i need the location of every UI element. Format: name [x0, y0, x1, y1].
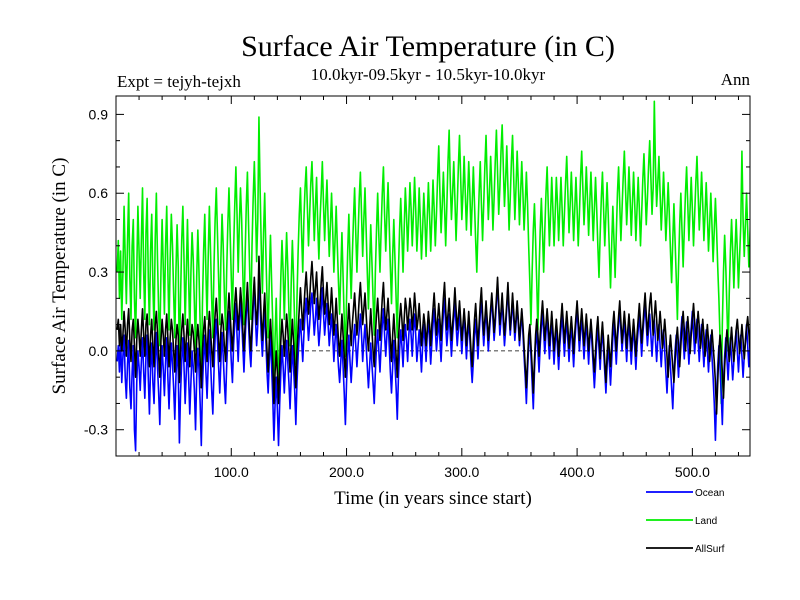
y-axis-label: Surface Air Temperature (in C) — [49, 158, 70, 395]
y-tick-label: 0.9 — [89, 106, 109, 122]
x-tick-label: 100.0 — [214, 464, 249, 480]
y-tick-label: 0.3 — [89, 264, 109, 280]
chart-title: Surface Air Temperature (in C) — [241, 30, 615, 63]
x-tick-label: 400.0 — [560, 464, 595, 480]
plot-frame — [115, 95, 751, 457]
season-label: Ann — [721, 70, 751, 89]
series-line-land — [116, 100, 750, 405]
y-tick-label: 0.6 — [89, 185, 109, 201]
legend-label-allsurf: AllSurf — [695, 544, 725, 555]
x-axis-label: Time (in years since start) — [334, 488, 532, 509]
legend-label-land: Land — [695, 516, 717, 527]
x-tick-label: 200.0 — [329, 464, 364, 480]
x-tick-label: 500.0 — [675, 464, 710, 480]
series-line-ocean — [116, 271, 750, 452]
y-tick-label: -0.3 — [84, 422, 108, 438]
series-line-allsurf — [116, 255, 750, 415]
x-tick-label: 300.0 — [444, 464, 479, 480]
legend-label-ocean: Ocean — [695, 488, 724, 499]
experiment-label: Expt = tejyh-tejxh — [117, 72, 241, 91]
chart-subtitle: 10.0kyr-09.5kyr - 10.5kyr-10.0kyr — [311, 65, 546, 84]
legend: Ocean Land AllSurf — [646, 488, 725, 555]
y-tick-label: 0.0 — [89, 343, 109, 359]
